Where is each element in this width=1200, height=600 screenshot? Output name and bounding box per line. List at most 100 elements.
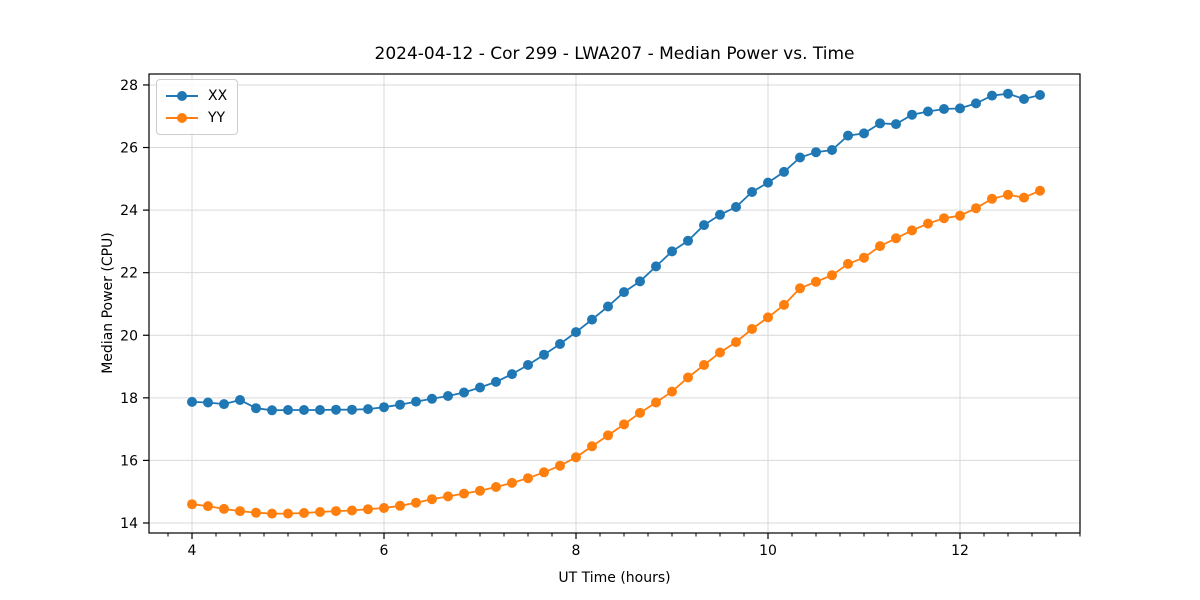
data-point-yy [731,337,741,348]
data-point-xx [251,403,261,414]
chart-title: 2024-04-12 - Cor 299 - LWA207 - Median P… [374,44,855,64]
series-line-yy [191,189,1041,515]
data-point-xx [347,404,357,415]
data-point-xx [203,397,213,408]
data-point-yy [267,508,277,519]
y-tick-label: 16 [120,453,138,469]
data-point-xx [891,119,901,130]
data-point-yy [747,324,757,334]
data-point-xx [331,404,341,415]
legend: XX YY [156,79,239,135]
data-point-yy [443,491,453,502]
data-point-xx [667,246,677,257]
data-point-xx [603,301,613,312]
x-tick-label: 6 [380,543,389,559]
data-point-yy [299,508,309,518]
data-point-xx [795,152,805,163]
data-point-yy [315,507,325,517]
data-point-yy [187,499,197,510]
data-point-yy [939,213,949,224]
data-point-xx [683,235,693,246]
plot-frame [148,73,1081,534]
data-point-xx [875,118,885,129]
data-point-yy [555,460,565,471]
data-point-yy [635,407,645,418]
y-tick-label: 20 [120,328,138,344]
data-point-yy [827,270,837,281]
data-point-yy [811,276,821,287]
data-point-yy [779,299,789,310]
data-point-yy [795,283,805,294]
data-point-xx [811,147,821,158]
data-point-yy [427,494,437,505]
data-point-xx [507,369,517,380]
data-point-yy [987,193,997,204]
data-point-yy [331,506,341,517]
data-point-xx [827,145,837,155]
legend-marker-icon [177,113,187,123]
data-point-xx [923,106,933,117]
data-point-yy [875,241,885,252]
x-tick-label: 10 [759,543,777,559]
data-point-xx [635,276,645,287]
data-point-xx [411,396,421,407]
data-point-yy [283,508,293,519]
data-point-yy [379,503,389,513]
y-tick-label: 24 [120,203,138,219]
data-point-xx [267,405,277,416]
data-point-xx [235,395,245,405]
data-point-xx [571,327,581,338]
data-point-yy [219,503,229,514]
legend-label-xx: XX [208,88,228,104]
data-point-xx [459,387,469,398]
data-point-xx [699,220,709,231]
data-point-xx [859,128,869,139]
legend-sample-yy [166,113,198,123]
x-tick-label: 4 [188,543,197,559]
data-point-xx [587,314,597,325]
data-point-xx [299,405,309,415]
y-tick-label: 22 [120,266,138,282]
data-point-xx [395,399,405,410]
data-point-yy [475,485,485,496]
data-point-xx [1003,88,1013,99]
data-point-yy [715,347,725,358]
data-point-yy [683,372,693,383]
legend-item-yy: YY [165,107,227,129]
data-point-yy [603,430,613,441]
data-point-xx [763,177,773,188]
data-point-yy [1035,185,1045,196]
data-point-xx [651,261,661,272]
legend-sample-xx [166,91,198,101]
data-point-yy [395,500,405,511]
x-tick-label: 8 [572,543,581,559]
legend-label-yy: YY [208,110,226,126]
data-point-yy [539,467,549,478]
data-point-yy [347,505,357,516]
data-point-xx [427,393,437,404]
data-point-yy [571,452,581,463]
data-point-xx [987,90,997,101]
data-point-yy [859,252,869,263]
x-tick-label: 12 [951,543,969,559]
data-point-yy [971,203,981,214]
data-point-yy [955,210,965,221]
y-tick-label: 18 [120,391,138,407]
data-point-yy [587,441,597,452]
data-point-xx [1035,90,1045,100]
y-tick-label: 28 [120,78,138,94]
data-point-xx [907,109,917,120]
data-point-yy [251,507,261,518]
data-point-xx [539,349,549,360]
data-point-yy [907,225,917,236]
data-point-yy [619,419,629,430]
data-point-xx [955,103,965,114]
data-point-yy [667,386,677,397]
data-point-xx [971,98,981,109]
data-point-yy [491,482,501,492]
data-point-yy [235,506,245,517]
data-point-yy [699,360,709,370]
series-line-xx [191,92,1041,412]
